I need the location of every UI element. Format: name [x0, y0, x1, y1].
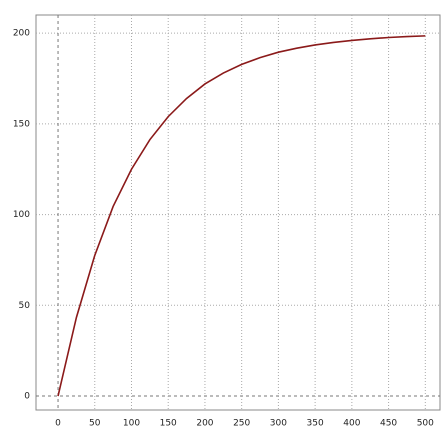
- x-tick-label: 350: [307, 419, 324, 429]
- x-tick-label: 50: [89, 419, 101, 429]
- x-tick-label: 300: [270, 419, 287, 429]
- y-tick-label: 150: [13, 119, 30, 129]
- x-tick-label: 0: [55, 419, 61, 429]
- x-tick-label: 400: [343, 419, 360, 429]
- x-tick-label: 150: [160, 419, 177, 429]
- x-tick-label: 100: [123, 419, 140, 429]
- data-line: [57, 35, 426, 397]
- y-tick-label: 200: [13, 29, 30, 39]
- x-tick-label: 450: [380, 419, 397, 429]
- plot-frame: [35, 14, 441, 411]
- y-tick-label: 50: [19, 301, 31, 311]
- y-tick-label: 100: [13, 210, 30, 220]
- x-tick-label: 200: [196, 419, 213, 429]
- x-tick-label: 500: [417, 419, 434, 429]
- y-tick-label: 0: [24, 392, 30, 402]
- x-tick-label: 250: [233, 419, 250, 429]
